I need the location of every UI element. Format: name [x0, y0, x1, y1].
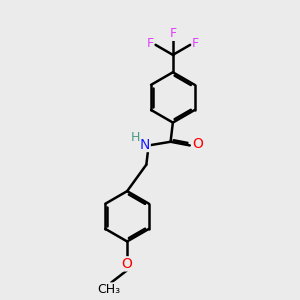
Text: F: F — [192, 37, 199, 50]
Text: N: N — [140, 137, 150, 152]
Text: F: F — [169, 27, 176, 40]
Text: O: O — [122, 257, 133, 271]
Text: F: F — [146, 37, 154, 50]
Text: CH₃: CH₃ — [97, 283, 120, 296]
Text: O: O — [193, 136, 203, 151]
Text: H: H — [131, 131, 140, 144]
